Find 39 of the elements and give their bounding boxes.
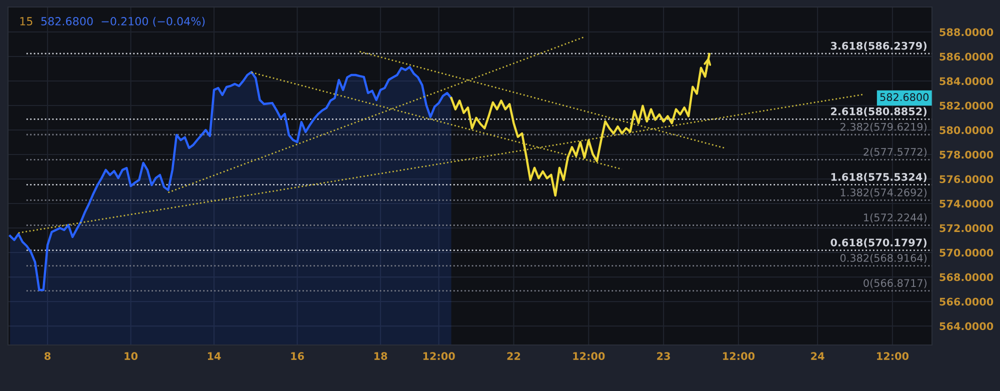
x-tick-label: 16 xyxy=(291,352,304,360)
y-tick-label: 574.0000 xyxy=(940,200,994,208)
y-tick-label: 586.0000 xyxy=(940,52,994,61)
annotation: 582.6800 xyxy=(880,93,929,102)
line-series xyxy=(450,52,710,197)
x-tick-label: 22 xyxy=(507,352,520,360)
ref-line-label: 0.618(570.1797) xyxy=(830,238,926,248)
ref-line-label: 0.382(568.9164) xyxy=(840,254,926,264)
ref-line-label: 1.382(574.2692) xyxy=(840,188,926,198)
text: 15 xyxy=(20,17,32,26)
y-tick-label: 580.0000 xyxy=(940,126,994,134)
x-tick-label: 14 xyxy=(208,352,221,360)
y-tick-label: 578.0000 xyxy=(940,150,994,159)
y-tick-label: 568.0000 xyxy=(940,273,994,282)
ref-line-label: 2.382(579.6219) xyxy=(840,122,926,132)
x-tick-label: 12:00 xyxy=(877,352,909,360)
y-tick-label: 582.0000 xyxy=(940,102,994,110)
x-tick-label: 10 xyxy=(124,352,138,360)
x-tick-label: 12:00 xyxy=(723,352,755,360)
y-tick-label: 576.0000 xyxy=(940,175,994,184)
y-tick-label: 564.0000 xyxy=(940,322,994,330)
text: 582.6800 −0.2100 (−0.04%) xyxy=(41,16,205,27)
x-tick-label: 24 xyxy=(811,352,824,360)
ref-line-label: 2(577.5772) xyxy=(864,148,926,158)
y-tick-label: 572.0000 xyxy=(940,224,994,232)
x-tick-label: 12:00 xyxy=(423,352,455,360)
ref-line-label: 0(566.8717) xyxy=(864,278,926,288)
x-tick-label: 18 xyxy=(374,352,388,360)
x-tick-label: 23 xyxy=(657,352,670,360)
x-tick-label: 8 xyxy=(44,352,51,360)
y-tick-label: 584.0000 xyxy=(940,77,994,86)
ref-line-label: 3.618(586.2379) xyxy=(830,42,926,51)
y-tick-label: 570.0000 xyxy=(940,248,994,257)
ref-line-label: 1(572.2244) xyxy=(864,213,926,223)
ref-line-label: 2.618(580.8852) xyxy=(831,107,926,117)
y-tick-label: 588.0000 xyxy=(940,28,994,36)
y-tick-label: 566.0000 xyxy=(940,298,994,306)
x-tick-label: 12:00 xyxy=(573,352,605,360)
ref-line-label: 1.618(575.5324) xyxy=(831,172,926,182)
